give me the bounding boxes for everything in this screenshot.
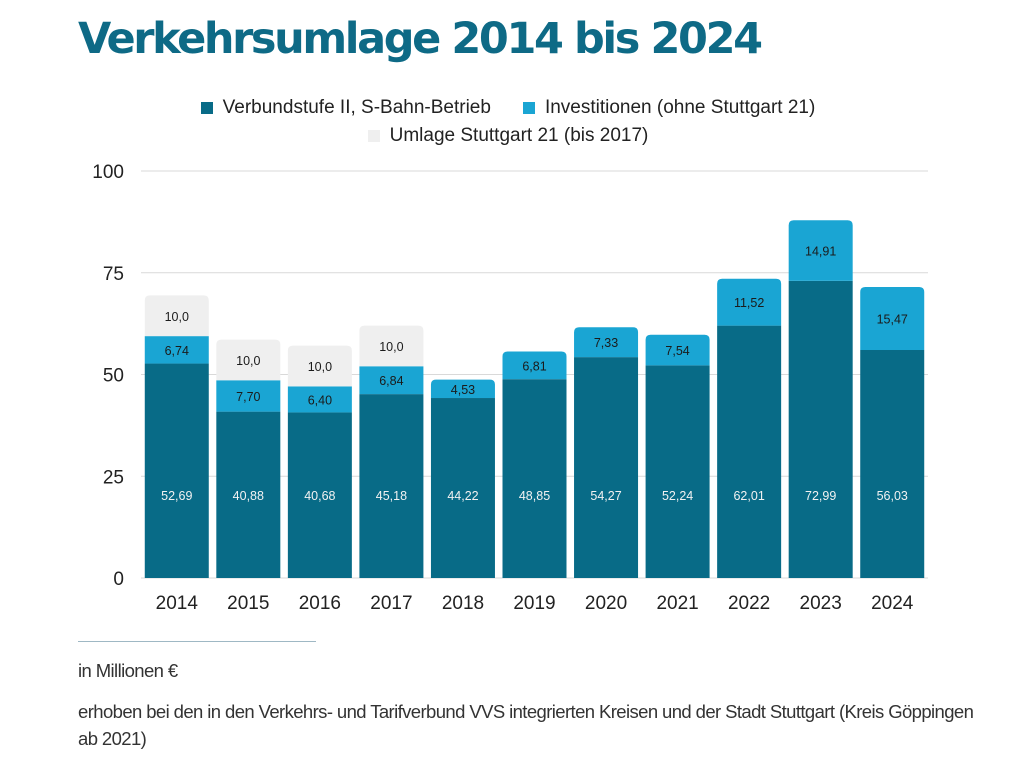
bar-invest-2015 <box>216 380 281 412</box>
bar-invest-2022 <box>717 278 782 326</box>
bar-stack-2015: 40,88 7,70 10,0 <box>216 339 281 578</box>
bar-verbund-2021 <box>645 365 710 578</box>
bar-invest-2017 <box>359 366 424 395</box>
y-tick-label: 0 <box>113 569 124 590</box>
bar-invest-2021 <box>645 334 710 366</box>
data-label-verbund-2017: 45,18 <box>376 489 407 503</box>
bar-s21-2015 <box>216 339 281 381</box>
bar-invest-2014 <box>144 336 209 364</box>
legend-label-verbund: Verbundstufe II, S-Bahn-Betrieb <box>222 97 491 118</box>
unit-note: in Millionen € <box>78 660 178 681</box>
x-tick-label-2022: 2022 <box>728 593 770 614</box>
bar-stack-2024: 56,03 15,47 <box>860 286 925 578</box>
x-tick-label-2018: 2018 <box>442 593 484 614</box>
y-axis-ticks: 0 25 50 75 100 <box>92 162 124 590</box>
bar-verbund-2019 <box>502 379 567 578</box>
legend-label-s21: Umlage Stuttgart 21 (bis 2017) <box>389 125 649 146</box>
data-label-invest-2022: 11,52 <box>734 296 764 310</box>
data-label-verbund-2020: 54,27 <box>590 489 621 503</box>
bar-verbund-2024 <box>860 349 925 578</box>
bar-s21-2016 <box>287 345 352 387</box>
legend-item-invest: Investitionen (ohne Stuttgart 21) <box>522 97 816 119</box>
bar-stack-2017: 45,18 6,84 10,0 <box>359 325 424 578</box>
legend-item-s21: Umlage Stuttgart 21 (bis 2017) <box>367 125 649 147</box>
bar-verbund-2015 <box>216 411 281 578</box>
x-axis-ticks: 2014 2015 2016 2017 2018 2019 2020 2021 2022 2023… <box>156 593 914 614</box>
y-tick-label: 100 <box>92 162 124 183</box>
y-tick-label: 25 <box>103 467 124 488</box>
legend-label-invest: Investitionen (ohne Stuttgart 21) <box>544 97 816 118</box>
data-label-verbund-2021: 52,24 <box>662 489 693 503</box>
bar-stack-2014: 52,69 6,74 10,0 <box>144 295 209 578</box>
data-label-verbund-2014: 52,69 <box>161 489 192 503</box>
bar-s21-2017 <box>359 325 424 367</box>
bar-invest-2024 <box>860 286 925 350</box>
x-tick-label-2017: 2017 <box>370 593 412 614</box>
bar-invest-2018 <box>430 379 495 399</box>
bar-stack-2021: 52,24 7,54 <box>645 334 710 578</box>
bar-invest-2019 <box>502 351 567 380</box>
bar-s21-2014 <box>144 295 209 337</box>
bar-stack-2018: 44,22 4,53 <box>430 379 495 578</box>
data-label-invest-2015: 7,70 <box>236 390 260 404</box>
chart-legend: Verbundstufe II, S-Bahn-Betrieb Investit… <box>0 94 1016 150</box>
data-label-invest-2019: 6,81 <box>522 359 546 373</box>
y-tick-label: 50 <box>103 366 124 387</box>
data-label-verbund-2015: 40,88 <box>233 489 264 503</box>
data-label-verbund-2019: 48,85 <box>519 489 550 503</box>
data-label-invest-2016: 6,40 <box>308 393 332 407</box>
data-label-s21-2017: 10,0 <box>379 340 403 354</box>
data-label-verbund-2022: 62,01 <box>733 489 764 503</box>
legend-swatch-s21 <box>367 130 380 142</box>
chart-title: Verkehrsumlage 2014 bis 2024 <box>78 14 763 64</box>
data-label-invest-2021: 7,54 <box>665 344 689 358</box>
x-tick-label-2020: 2020 <box>585 593 627 614</box>
bar-invest-2016 <box>287 386 352 413</box>
bar-stack-2016: 40,68 6,40 10,0 <box>287 345 352 578</box>
data-label-s21-2015: 10,0 <box>236 354 260 368</box>
data-label-invest-2017: 6,84 <box>379 374 403 388</box>
legend-swatch-verbund <box>200 102 213 114</box>
bar-stack-2019: 48,85 6,81 <box>502 351 567 578</box>
bar-verbund-2023 <box>788 280 853 578</box>
bar-stack-2020: 54,27 7,33 <box>574 327 639 578</box>
data-label-verbund-2024: 56,03 <box>877 489 908 503</box>
bar-verbund-2022 <box>717 325 782 578</box>
x-tick-label-2015: 2015 <box>227 593 269 614</box>
legend-item-verbund: Verbundstufe II, S-Bahn-Betrieb <box>200 97 491 119</box>
x-tick-label-2014: 2014 <box>156 593 199 614</box>
data-label-invest-2014: 6,74 <box>165 344 189 358</box>
data-label-invest-2024: 15,47 <box>877 312 908 326</box>
data-label-verbund-2018: 44,22 <box>447 489 478 503</box>
legend-swatch-invest <box>522 102 535 114</box>
data-label-invest-2023: 14,91 <box>805 245 836 259</box>
data-label-invest-2018: 4,53 <box>451 383 475 397</box>
scope-note: erhoben bei den in den Verkehrs- und Tar… <box>78 701 974 749</box>
data-label-s21-2014: 10,0 <box>165 310 189 324</box>
bar-invest-2020 <box>574 327 639 358</box>
data-label-s21-2016: 10,0 <box>308 360 332 374</box>
data-label-verbund-2023: 72,99 <box>805 489 836 503</box>
data-label-verbund-2016: 40,68 <box>304 489 335 503</box>
bar-stack-2022: 62,01 11,52 <box>717 278 782 578</box>
data-label-invest-2020: 7,33 <box>594 336 618 350</box>
x-tick-label-2019: 2019 <box>513 593 555 614</box>
x-tick-label-2023: 2023 <box>800 593 842 614</box>
x-tick-label-2016: 2016 <box>299 593 341 614</box>
bar-verbund-2014 <box>144 363 209 578</box>
bar-verbund-2017 <box>359 394 424 578</box>
x-tick-label-2024: 2024 <box>871 593 914 614</box>
legend-row-2: Umlage Stuttgart 21 (bis 2017) <box>0 122 1016 150</box>
bar-verbund-2020 <box>574 357 639 578</box>
bar-verbund-2018 <box>430 398 495 578</box>
legend-row-1: Verbundstufe II, S-Bahn-Betrieb Investit… <box>0 94 1016 122</box>
notes-divider <box>78 641 316 642</box>
bar-verbund-2016 <box>287 412 352 578</box>
bar-invest-2023 <box>788 220 853 281</box>
bar-stack-2023: 72,99 14,91 <box>788 220 853 578</box>
x-tick-label-2021: 2021 <box>656 593 698 614</box>
y-tick-label: 75 <box>103 264 124 285</box>
bars: 52,696,7410,040,887,7010,040,686,4010,04… <box>144 220 925 578</box>
